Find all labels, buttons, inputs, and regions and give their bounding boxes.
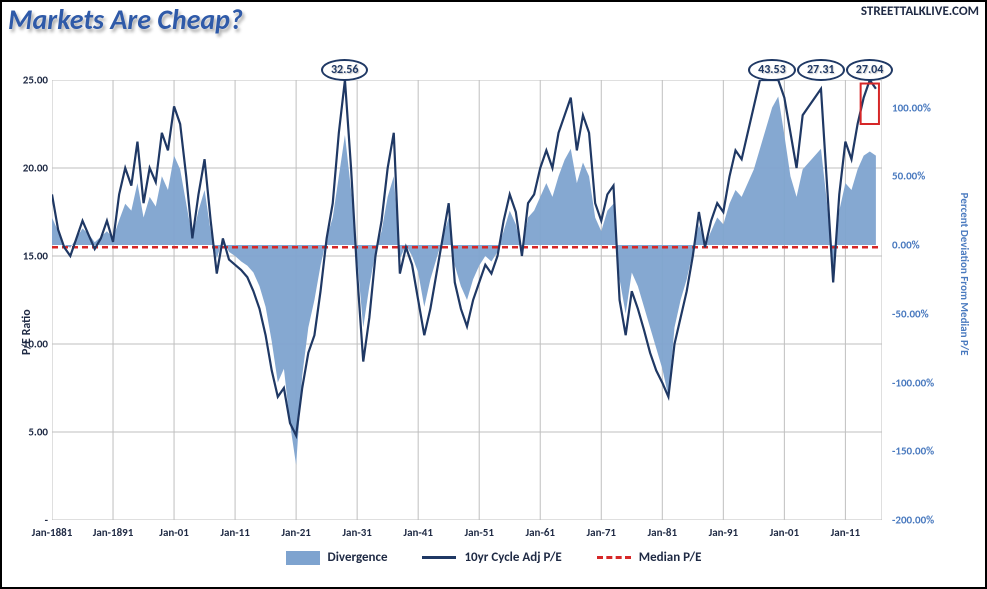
x-tick: Jan-01 <box>770 526 800 539</box>
x-tick: Jan-21 <box>281 526 311 539</box>
x-tick: Jan-01 <box>159 526 189 539</box>
x-tick: Jan-11 <box>220 526 250 539</box>
y-left-tick: 5.00 <box>14 426 48 439</box>
y-right-tick: 100.00% <box>892 101 952 114</box>
x-tick: Jan-91 <box>709 526 739 539</box>
x-tick: Jan-41 <box>403 526 433 539</box>
x-tick: Jan-1881 <box>32 526 73 539</box>
x-tick: Jan-31 <box>342 526 372 539</box>
x-tick: Jan-11 <box>831 526 861 539</box>
line-swatch-icon <box>422 556 456 559</box>
y-right-tick: -200.00% <box>892 514 952 527</box>
y-right-tick: -150.00% <box>892 445 952 458</box>
legend-item-divergence: Divergence <box>286 550 388 565</box>
y-right-tick: -50.00% <box>892 307 952 320</box>
chart-title: Markets Are Cheap? <box>8 2 243 37</box>
x-tick: Jan-61 <box>525 526 555 539</box>
x-tick: Jan-1891 <box>93 526 134 539</box>
peak-callout: 27.04 <box>846 59 894 81</box>
peak-callout: 32.56 <box>321 59 369 81</box>
peak-callout: 43.53 <box>748 59 796 81</box>
y-left-tick: - <box>14 514 48 527</box>
y-right-tick: 50.00% <box>892 170 952 183</box>
legend-item-median: Median P/E <box>597 550 702 565</box>
chart-svg <box>52 80 882 520</box>
y-right-tick: 0.00% <box>892 239 952 252</box>
y-left-tick: 20.00 <box>14 162 48 175</box>
dash-swatch-icon <box>597 556 631 559</box>
x-tick: Jan-71 <box>587 526 617 539</box>
legend: Divergence 10yr Cycle Adj P/E Median P/E <box>2 550 985 565</box>
brand-label: STREETTALKLIVE.COM <box>861 4 979 19</box>
y-left-tick: 25.00 <box>14 74 48 87</box>
area-swatch-icon <box>286 551 320 565</box>
y-left-tick: 15.00 <box>14 250 48 263</box>
plot-area <box>52 80 882 520</box>
x-tick: Jan-81 <box>648 526 678 539</box>
y-right-tick: -100.00% <box>892 376 952 389</box>
y-left-tick: 10.00 <box>14 338 48 351</box>
x-tick: Jan-51 <box>464 526 494 539</box>
chart-frame: Markets Are Cheap? STREETTALKLIVE.COM P/… <box>0 0 987 589</box>
peak-callout: 27.31 <box>797 59 845 81</box>
y-axis-right-label: Percent Deviation From Median P/E <box>958 193 971 356</box>
legend-item-pe-line: 10yr Cycle Adj P/E <box>422 550 561 565</box>
